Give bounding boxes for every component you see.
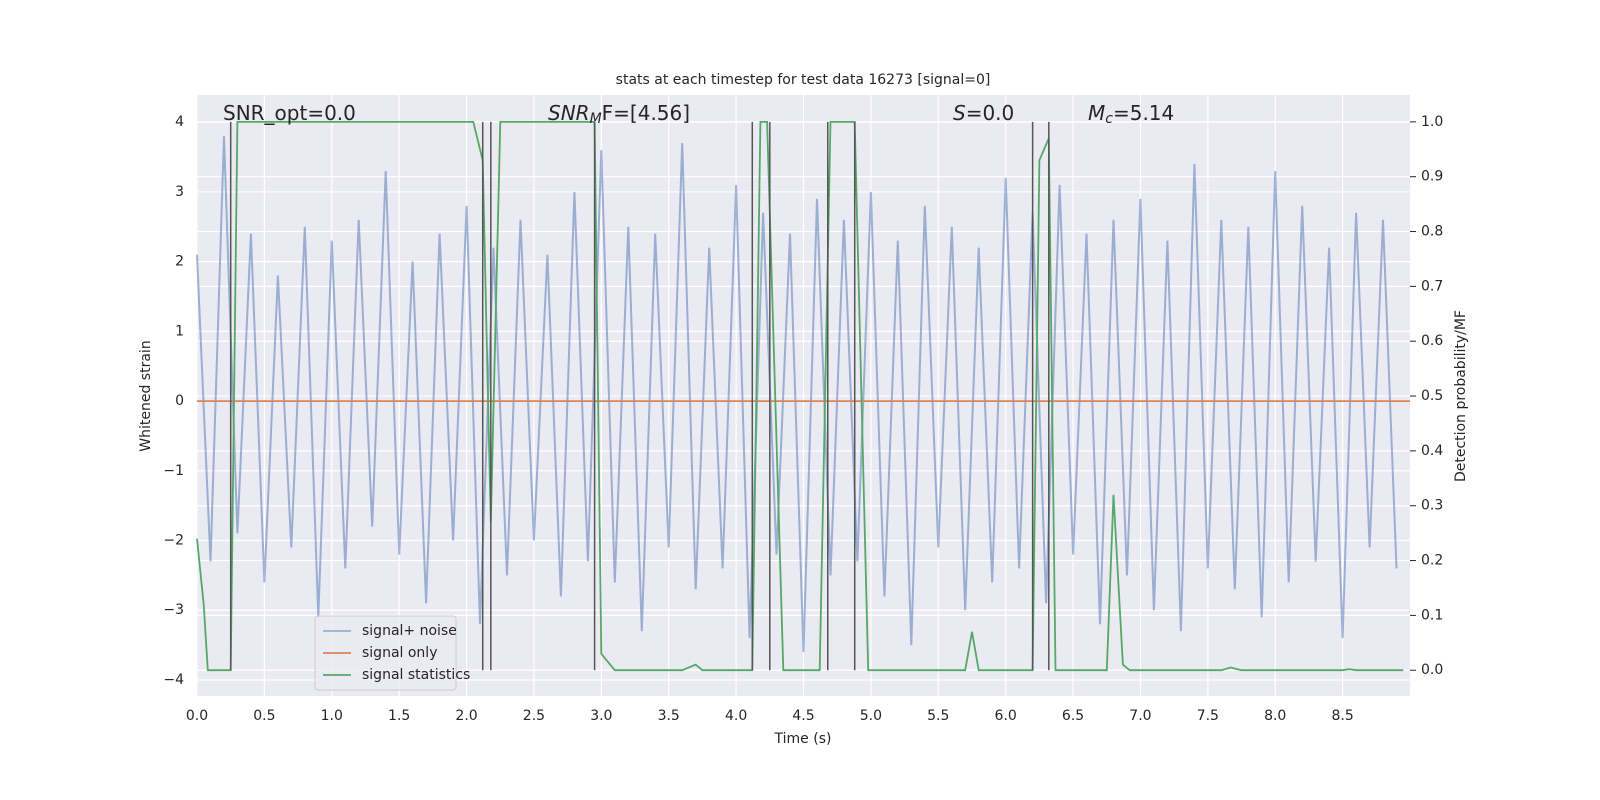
- x-tick-label: 0.0: [186, 708, 208, 724]
- y-tick-label: −3: [163, 602, 184, 618]
- y2-tick-label: 0.1: [1421, 607, 1443, 623]
- legend-label: signal only: [362, 645, 437, 661]
- annotation-text: F=[4.56]: [602, 101, 690, 125]
- y-tick-label: 1: [175, 323, 184, 339]
- annotation-text: =0.0: [966, 101, 1015, 125]
- legend-label: signal+ noise: [362, 623, 457, 639]
- x-tick-label: 8.5: [1331, 708, 1353, 724]
- x-axis-label: Time (s): [774, 731, 832, 747]
- legend-label: signal statistics: [362, 667, 470, 683]
- x-tick-label: 3.0: [590, 708, 612, 724]
- x-tick-label: 8.0: [1264, 708, 1286, 724]
- y2-axis-label: Detection probability/MF: [1453, 310, 1469, 482]
- annotation-subscript: M: [590, 111, 602, 127]
- y2-tick-label: 0.7: [1421, 278, 1443, 294]
- x-tick-label: 0.5: [253, 708, 275, 724]
- y-tick-label: 4: [175, 114, 184, 130]
- y2-tick-label: 0.5: [1421, 388, 1443, 404]
- annotation-text: SNR: [548, 101, 590, 125]
- x-tick-label: 1.5: [388, 708, 410, 724]
- y2-tick-label: 0.8: [1421, 224, 1443, 240]
- annotation: SNR_opt=0.0: [223, 101, 356, 125]
- x-tick-label: 3.5: [658, 708, 680, 724]
- series-line: [196, 121, 1404, 672]
- annotation-subscript: c: [1105, 111, 1113, 127]
- annotation-text: S: [953, 101, 966, 125]
- annotation: SNRMF=[4.56]: [548, 101, 690, 128]
- x-tick-label: 6.0: [995, 708, 1017, 724]
- y-tick-label: 3: [175, 184, 184, 200]
- x-tick-label: 1.0: [321, 708, 343, 724]
- y-tick-label: −2: [163, 533, 184, 549]
- x-tick-label: 5.0: [860, 708, 882, 724]
- x-tick-label: 5.5: [927, 708, 949, 724]
- annotation: Mc=5.14: [1088, 101, 1174, 128]
- x-tick-label: 2.5: [523, 708, 545, 724]
- series-line: [196, 136, 1398, 653]
- y2-tick-label: 1.0: [1421, 114, 1443, 130]
- x-tick-label: 7.5: [1197, 708, 1219, 724]
- y-axis-label: Whitened strain: [138, 340, 154, 451]
- x-tick-label: 7.0: [1129, 708, 1151, 724]
- y-tick-label: −4: [163, 672, 184, 688]
- y2-tick-label: 0.4: [1421, 443, 1443, 459]
- y2-tick-label: 0.0: [1421, 662, 1443, 678]
- y-tick-label: 0: [175, 393, 184, 409]
- y2-tick-label: 0.3: [1421, 498, 1443, 514]
- y2-tick-label: 0.6: [1421, 333, 1443, 349]
- y2-tick-label: 0.9: [1421, 169, 1443, 185]
- legend-box: [314, 615, 457, 691]
- annotation-text: SNR_opt=0.0: [223, 101, 356, 125]
- x-tick-label: 2.0: [455, 708, 477, 724]
- y-tick-label: 2: [175, 254, 184, 270]
- chart-title: stats at each timestep for test data 162…: [616, 72, 991, 88]
- annotation-text: M: [1088, 101, 1105, 125]
- y-tick-label: −1: [163, 463, 184, 479]
- y2-tick-label: 0.2: [1421, 553, 1443, 569]
- x-tick-label: 4.5: [792, 708, 814, 724]
- x-tick-label: 6.5: [1062, 708, 1084, 724]
- annotation-text: =5.14: [1113, 101, 1174, 125]
- annotation: S=0.0: [953, 101, 1014, 125]
- x-tick-label: 4.0: [725, 708, 747, 724]
